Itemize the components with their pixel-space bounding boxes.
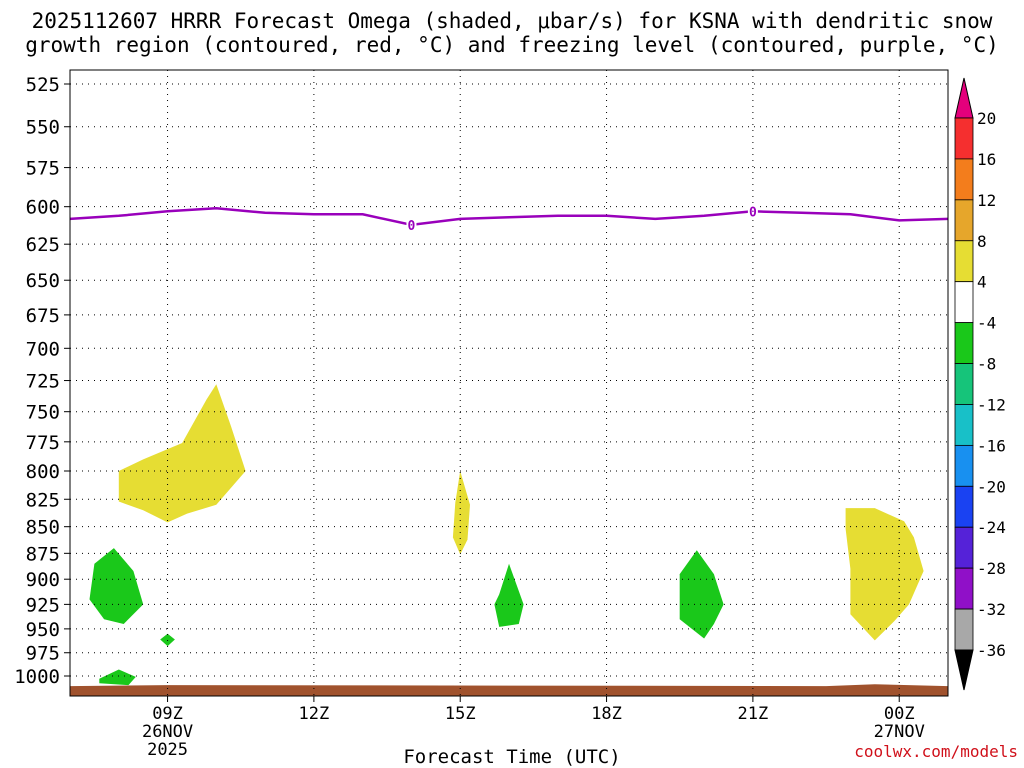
colorbar-swatch-5	[954, 281, 974, 324]
x-tick-label: 21Z	[738, 704, 769, 724]
omega-region-6	[99, 669, 136, 686]
colorbar-swatch-7	[954, 363, 974, 405]
colorbar-tick-label: -20	[977, 477, 1006, 496]
colorbar-swatch-2	[954, 158, 974, 201]
colorbar-tick-label: -16	[977, 436, 1006, 455]
y-tick-label: 850	[26, 517, 60, 539]
y-tick-label: 575	[26, 158, 60, 180]
y-tick-label: 875	[26, 543, 60, 565]
colorbar-tick-label: -28	[977, 559, 1006, 578]
colorbar-tick-label: 20	[977, 109, 996, 128]
y-tick-label: 925	[26, 594, 60, 616]
contour-layer: 00	[69, 204, 949, 234]
chart-title-line-2: growth region (contoured, red, °C) and f…	[25, 33, 999, 57]
omega-region-3	[845, 508, 924, 641]
colorbar-tick-label: -8	[977, 355, 996, 374]
colorbar-tick-label: -4	[977, 314, 996, 333]
y-tick-label: 775	[26, 432, 60, 454]
omega-region-7	[494, 563, 524, 627]
y-tick-label: 600	[26, 197, 60, 219]
x-tick-label: 27NOV	[874, 722, 925, 742]
credit-text: coolwx.com/models	[854, 742, 1018, 761]
chart-title-line-1: 2025112607 HRRR Forecast Omega (shaded, …	[31, 9, 993, 33]
colorbar-tick-label: -32	[977, 600, 1006, 619]
omega-region-8	[679, 550, 724, 639]
colorbar-swatch-4	[954, 240, 974, 283]
colorbar-swatch-10	[954, 485, 974, 528]
colorbar-tick-label: -36	[977, 641, 1006, 660]
freezing-level-label: 0	[408, 219, 416, 234]
y-tick-label: 525	[26, 74, 60, 96]
x-tick-label: 2025	[147, 740, 188, 760]
x-tick-label: 26NOV	[142, 722, 193, 742]
x-tick-label: 09Z	[152, 704, 183, 724]
axes: 525 550 575 600 625 650 675 700 725 750 775 800 825 8…	[14, 74, 925, 760]
x-tick-label: 18Z	[591, 704, 622, 724]
colorbar-swatch-8	[954, 404, 974, 446]
colorbar-tick-label: -12	[977, 395, 1006, 414]
omega-region-1	[118, 384, 246, 523]
freezing-level-contour	[69, 206, 949, 227]
freezing-level-label: 0	[749, 205, 757, 220]
contour-label-bg	[747, 204, 758, 219]
surface-terrain	[70, 684, 948, 696]
y-tick-label: 675	[26, 305, 60, 327]
omega-region-4	[89, 548, 144, 624]
y-tick-label: 825	[26, 489, 60, 511]
y-tick-label: 1000	[14, 666, 60, 688]
colorbar-swatch-3	[954, 199, 974, 242]
colorbar-swatch-13	[954, 608, 974, 651]
x-tick-label: 12Z	[299, 704, 330, 724]
contour-label-bg	[406, 217, 417, 232]
y-tick-label: 625	[26, 234, 60, 256]
y-tick-label: 725	[26, 371, 60, 393]
colorbar-tick-label: 8	[977, 232, 987, 251]
colorbar-tick-label: 12	[977, 191, 996, 210]
x-tick-label: 15Z	[445, 704, 476, 724]
y-tick-label: 950	[26, 619, 60, 641]
omega-shading-layer	[70, 384, 948, 696]
colorbar-tick-label: 16	[977, 150, 996, 169]
y-tick-label: 650	[26, 270, 60, 292]
colorbar-over-arrow	[954, 77, 974, 119]
colorbar-swatch-1	[954, 117, 974, 160]
x-tick-label: 00Z	[884, 704, 915, 724]
colorbar-swatch-12	[954, 567, 974, 610]
plot-frame	[69, 69, 949, 697]
y-tick-label: 750	[26, 402, 60, 424]
grid-lines	[70, 70, 948, 696]
colorbar-swatch-11	[954, 526, 974, 569]
x-axis-label: Forecast Time (UTC)	[403, 746, 621, 768]
y-tick-label: 550	[26, 117, 60, 139]
colorbar-legend: 20 16 12 8 4 -4 -8 -12 -16 -20 -24 -28 -32 -36	[954, 77, 1006, 691]
y-tick-label: 800	[26, 461, 60, 483]
colorbar-under-arrow	[954, 649, 974, 691]
colorbar-swatch-9	[954, 444, 974, 487]
y-tick-label: 975	[26, 643, 60, 665]
colorbar-swatch-6	[954, 322, 974, 364]
y-tick-label: 900	[26, 569, 60, 591]
omega-region-2	[452, 471, 470, 555]
colorbar-tick-label: -24	[977, 518, 1006, 537]
y-tick-label: 700	[26, 338, 60, 360]
omega-region-5	[160, 633, 175, 647]
colorbar-tick-label: 4	[977, 273, 987, 292]
